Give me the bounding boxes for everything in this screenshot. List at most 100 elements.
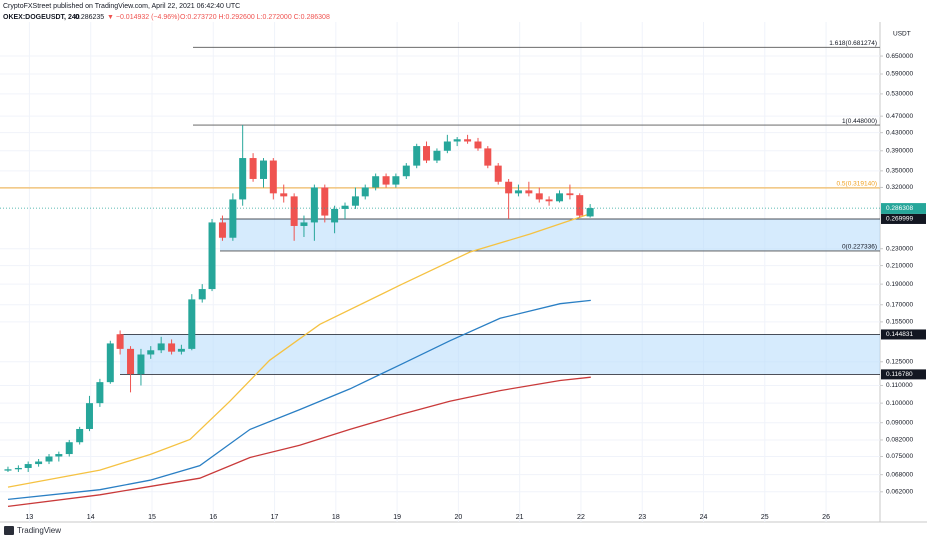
currency: USDT	[893, 31, 911, 38]
logo: TradingView	[17, 526, 61, 535]
candle-body	[433, 150, 441, 161]
candle-body	[239, 158, 247, 200]
candle-body	[137, 354, 145, 375]
candle-body	[392, 176, 400, 185]
x-tick-label: 24	[700, 514, 708, 521]
price-tag-label: 0.269999	[886, 216, 913, 223]
candle-body	[453, 139, 461, 142]
y-tick-label: 0.170000	[886, 301, 913, 308]
y-tick-label: 0.190000	[886, 281, 913, 288]
zone	[120, 334, 880, 375]
y-tick-label: 0.068000	[886, 471, 913, 478]
last-price: 0.286235	[75, 14, 104, 21]
candle-body	[555, 193, 563, 202]
candle-body	[464, 139, 472, 142]
x-tick-label: 22	[577, 514, 585, 521]
candle-body	[45, 456, 53, 462]
fib-label: 1(0.448000)	[842, 118, 877, 125]
candle-body	[321, 187, 329, 216]
candle-body	[382, 176, 390, 185]
y-tick-label: 0.110000	[886, 382, 913, 389]
y-tick-label: 0.590000	[886, 71, 913, 78]
candle-body	[35, 461, 43, 465]
candle-body	[24, 464, 32, 468]
y-tick-label: 0.090000	[886, 419, 913, 426]
x-tick-label: 20	[454, 514, 462, 521]
candle-body	[188, 299, 196, 349]
y-tick-label: 0.650000	[886, 53, 913, 60]
candle-body	[535, 193, 543, 200]
candle-body	[423, 146, 431, 161]
candle-body	[351, 196, 359, 206]
x-tick-label: 18	[332, 514, 340, 521]
fib-label: 0(0.227336)	[842, 244, 877, 251]
candle-body	[576, 195, 584, 216]
y-tick-label: 0.320000	[886, 184, 913, 191]
ohlc: O:0.273720 H:0.292600 L:0.272000 C:0.286…	[180, 14, 330, 21]
y-tick-label: 0.062000	[886, 489, 913, 496]
y-tick-label: 0.390000	[886, 147, 913, 154]
candle-body	[85, 403, 93, 429]
publisher: CryptoFXStreet published on TradingView.…	[3, 3, 240, 10]
moving-average	[7, 212, 592, 488]
x-tick-label: 21	[516, 514, 524, 521]
candle-body	[413, 146, 421, 166]
candle-body	[229, 199, 237, 238]
y-tick-label: 0.530000	[886, 91, 913, 98]
y-tick-label: 0.210000	[886, 262, 913, 269]
price-tag	[881, 329, 926, 340]
candle-body	[372, 176, 380, 188]
candle-body	[290, 196, 298, 226]
candle-body	[96, 382, 104, 404]
x-tick-label: 16	[209, 514, 217, 521]
candle-body	[116, 334, 124, 349]
symbol: OKEX:DOGEUSDT, 240	[3, 14, 80, 21]
x-tick-label: 26	[822, 514, 830, 521]
candle-body	[474, 141, 482, 149]
candle-body	[76, 428, 84, 443]
candle-body	[4, 469, 12, 471]
candle-body	[514, 190, 522, 194]
price-tag	[881, 369, 926, 380]
fib-label: 1.618(0.681274)	[829, 40, 877, 47]
candle-body	[300, 222, 308, 226]
candle-body	[310, 187, 318, 223]
candle-body	[280, 193, 288, 197]
y-tick-label: 0.430000	[886, 129, 913, 136]
candle-body	[218, 222, 226, 238]
candle-body	[157, 343, 165, 351]
candle-body	[494, 165, 502, 182]
candle-body	[198, 289, 206, 300]
x-tick-label: 17	[271, 514, 279, 521]
logo-icon	[4, 526, 14, 535]
candle-body	[586, 208, 594, 217]
price-tag-label: 0.144831	[886, 331, 913, 338]
y-tick-label: 0.082000	[886, 437, 913, 444]
candle-body	[14, 467, 22, 470]
candle-body	[106, 343, 114, 383]
y-tick-label: 0.230000	[886, 245, 913, 252]
candle-body	[269, 160, 277, 194]
change: ▼ −0.014932 (−4.96%)	[107, 14, 180, 21]
y-tick-label: 0.470000	[886, 113, 913, 120]
moving-average	[7, 376, 591, 508]
y-tick-label: 0.125000	[886, 358, 913, 365]
candle-body	[65, 442, 73, 455]
price-tag-label: 0.116780	[886, 371, 913, 378]
candle-body	[443, 141, 451, 151]
zone	[220, 218, 880, 251]
candle-body	[127, 348, 135, 375]
price-tag	[881, 203, 926, 214]
candle-body	[545, 199, 553, 202]
candle-body	[249, 158, 257, 179]
candle-body	[361, 187, 369, 197]
x-tick-label: 19	[393, 514, 401, 521]
candle-body	[147, 350, 155, 355]
candle-body	[260, 160, 268, 179]
fib-label: 0.5(0.319140)	[837, 181, 877, 188]
candle-body	[331, 208, 339, 223]
candle-body	[341, 205, 349, 209]
y-tick-label: 0.350000	[886, 168, 913, 175]
